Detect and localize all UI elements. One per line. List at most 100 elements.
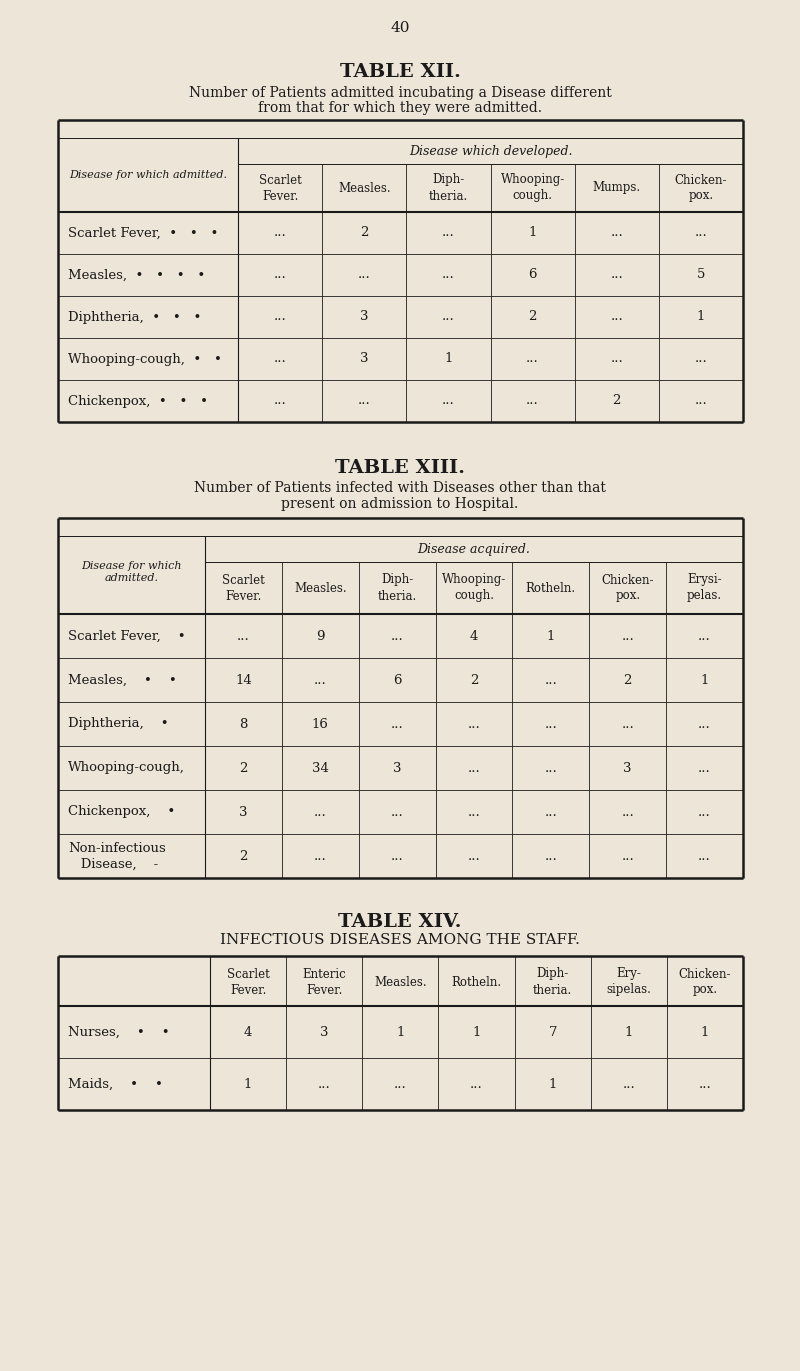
Text: 2: 2 [613, 395, 621, 407]
Text: 2: 2 [528, 310, 537, 324]
Text: 1: 1 [472, 1026, 481, 1038]
Text: Non-infectious: Non-infectious [68, 843, 166, 856]
Text: ...: ... [442, 269, 454, 281]
Text: 16: 16 [312, 717, 329, 731]
Text: ...: ... [694, 352, 707, 366]
Text: Measles.: Measles. [294, 581, 346, 595]
Text: ...: ... [526, 352, 539, 366]
Text: ...: ... [314, 673, 326, 687]
Text: 3: 3 [320, 1026, 329, 1038]
Text: ...: ... [622, 629, 634, 643]
Text: Diphtheria,    •: Diphtheria, • [68, 717, 169, 731]
Text: ...: ... [468, 806, 480, 818]
Text: Scarlet
Fever.: Scarlet Fever. [226, 968, 270, 997]
Text: Scarlet Fever,  •   •   •: Scarlet Fever, • • • [68, 226, 218, 240]
Text: ...: ... [358, 395, 370, 407]
Text: Measles,    •    •: Measles, • • [68, 673, 177, 687]
Text: ...: ... [698, 717, 711, 731]
Text: ...: ... [545, 850, 558, 862]
Text: 9: 9 [316, 629, 325, 643]
Text: ...: ... [610, 226, 623, 240]
Text: Rotheln.: Rotheln. [526, 581, 576, 595]
Text: ...: ... [394, 1078, 406, 1090]
Text: ...: ... [274, 395, 286, 407]
Text: 1: 1 [700, 673, 709, 687]
Text: Rotheln.: Rotheln. [451, 976, 502, 988]
Text: ...: ... [622, 1078, 635, 1090]
Text: Whooping-cough,  •   •: Whooping-cough, • • [68, 352, 222, 366]
Text: ...: ... [468, 717, 480, 731]
Text: 1: 1 [697, 310, 705, 324]
Text: Erysi-
pelas.: Erysi- pelas. [687, 573, 722, 602]
Text: Measles,  •   •   •   •: Measles, • • • • [68, 269, 206, 281]
Text: 14: 14 [235, 673, 252, 687]
Text: TABLE XII.: TABLE XII. [339, 63, 461, 81]
Text: 1: 1 [396, 1026, 405, 1038]
Text: ...: ... [358, 269, 370, 281]
Text: Disease,    -: Disease, - [68, 857, 158, 871]
Text: Scarlet Fever,    •: Scarlet Fever, • [68, 629, 186, 643]
Text: Diph-
theria.: Diph- theria. [533, 968, 572, 997]
Text: 2: 2 [470, 673, 478, 687]
Text: 2: 2 [239, 761, 248, 775]
Text: ...: ... [698, 629, 711, 643]
Text: Disease which developed.: Disease which developed. [409, 144, 572, 158]
Text: 2: 2 [360, 226, 369, 240]
Text: 1: 1 [546, 629, 555, 643]
Text: ...: ... [545, 717, 558, 731]
Text: ...: ... [274, 310, 286, 324]
Text: 40: 40 [390, 21, 410, 36]
Text: Chickenpox,    •: Chickenpox, • [68, 806, 175, 818]
Text: Chicken-
pox.: Chicken- pox. [602, 573, 654, 602]
Text: Disease for which admitted.: Disease for which admitted. [69, 170, 227, 180]
Text: 1: 1 [625, 1026, 633, 1038]
Text: 2: 2 [623, 673, 632, 687]
Text: ...: ... [468, 850, 480, 862]
Text: ...: ... [526, 395, 539, 407]
Text: Whooping-cough,: Whooping-cough, [68, 761, 185, 775]
Text: Measles.: Measles. [374, 976, 426, 988]
Text: ...: ... [622, 717, 634, 731]
Text: 3: 3 [393, 761, 402, 775]
Text: 6: 6 [393, 673, 402, 687]
Text: ...: ... [390, 629, 403, 643]
Text: ...: ... [698, 850, 711, 862]
Text: Ery-
sipelas.: Ery- sipelas. [606, 968, 651, 997]
Text: ...: ... [545, 673, 558, 687]
Text: Mumps.: Mumps. [593, 181, 641, 195]
Text: Diph-
theria.: Diph- theria. [429, 174, 468, 203]
Text: Scarlet
Fever.: Scarlet Fever. [222, 573, 265, 602]
Text: 1: 1 [244, 1078, 252, 1090]
Text: ...: ... [694, 395, 707, 407]
Text: ...: ... [622, 806, 634, 818]
Text: ...: ... [610, 310, 623, 324]
Text: 8: 8 [239, 717, 248, 731]
Text: present on admission to Hospital.: present on admission to Hospital. [282, 498, 518, 511]
Text: INFECTIOUS DISEASES AMONG THE STAFF.: INFECTIOUS DISEASES AMONG THE STAFF. [220, 934, 580, 947]
Text: TABLE XIV.: TABLE XIV. [338, 913, 462, 931]
Text: ...: ... [274, 352, 286, 366]
Text: Disease acquired.: Disease acquired. [418, 543, 530, 555]
Text: ...: ... [610, 352, 623, 366]
Text: ...: ... [390, 717, 403, 731]
Text: ...: ... [470, 1078, 483, 1090]
Text: Number of Patients admitted incubating a Disease different: Number of Patients admitted incubating a… [189, 86, 611, 100]
Text: TABLE XIII.: TABLE XIII. [335, 459, 465, 477]
Text: ...: ... [237, 629, 250, 643]
Text: Measles.: Measles. [338, 181, 390, 195]
Text: 1: 1 [528, 226, 537, 240]
Text: ...: ... [468, 761, 480, 775]
Text: Diph-
theria.: Diph- theria. [378, 573, 417, 602]
Text: 4: 4 [470, 629, 478, 643]
Text: Number of Patients infected with Diseases other than that: Number of Patients infected with Disease… [194, 481, 606, 495]
Text: ...: ... [545, 761, 558, 775]
Text: Chicken-
pox.: Chicken- pox. [674, 174, 727, 203]
Text: Whooping-
cough.: Whooping- cough. [442, 573, 506, 602]
Text: ...: ... [442, 310, 454, 324]
Text: ...: ... [698, 806, 711, 818]
Text: ...: ... [622, 850, 634, 862]
Text: Chickenpox,  •   •   •: Chickenpox, • • • [68, 395, 208, 407]
Text: ...: ... [442, 226, 454, 240]
Text: 2: 2 [239, 850, 248, 862]
Text: 1: 1 [444, 352, 453, 366]
